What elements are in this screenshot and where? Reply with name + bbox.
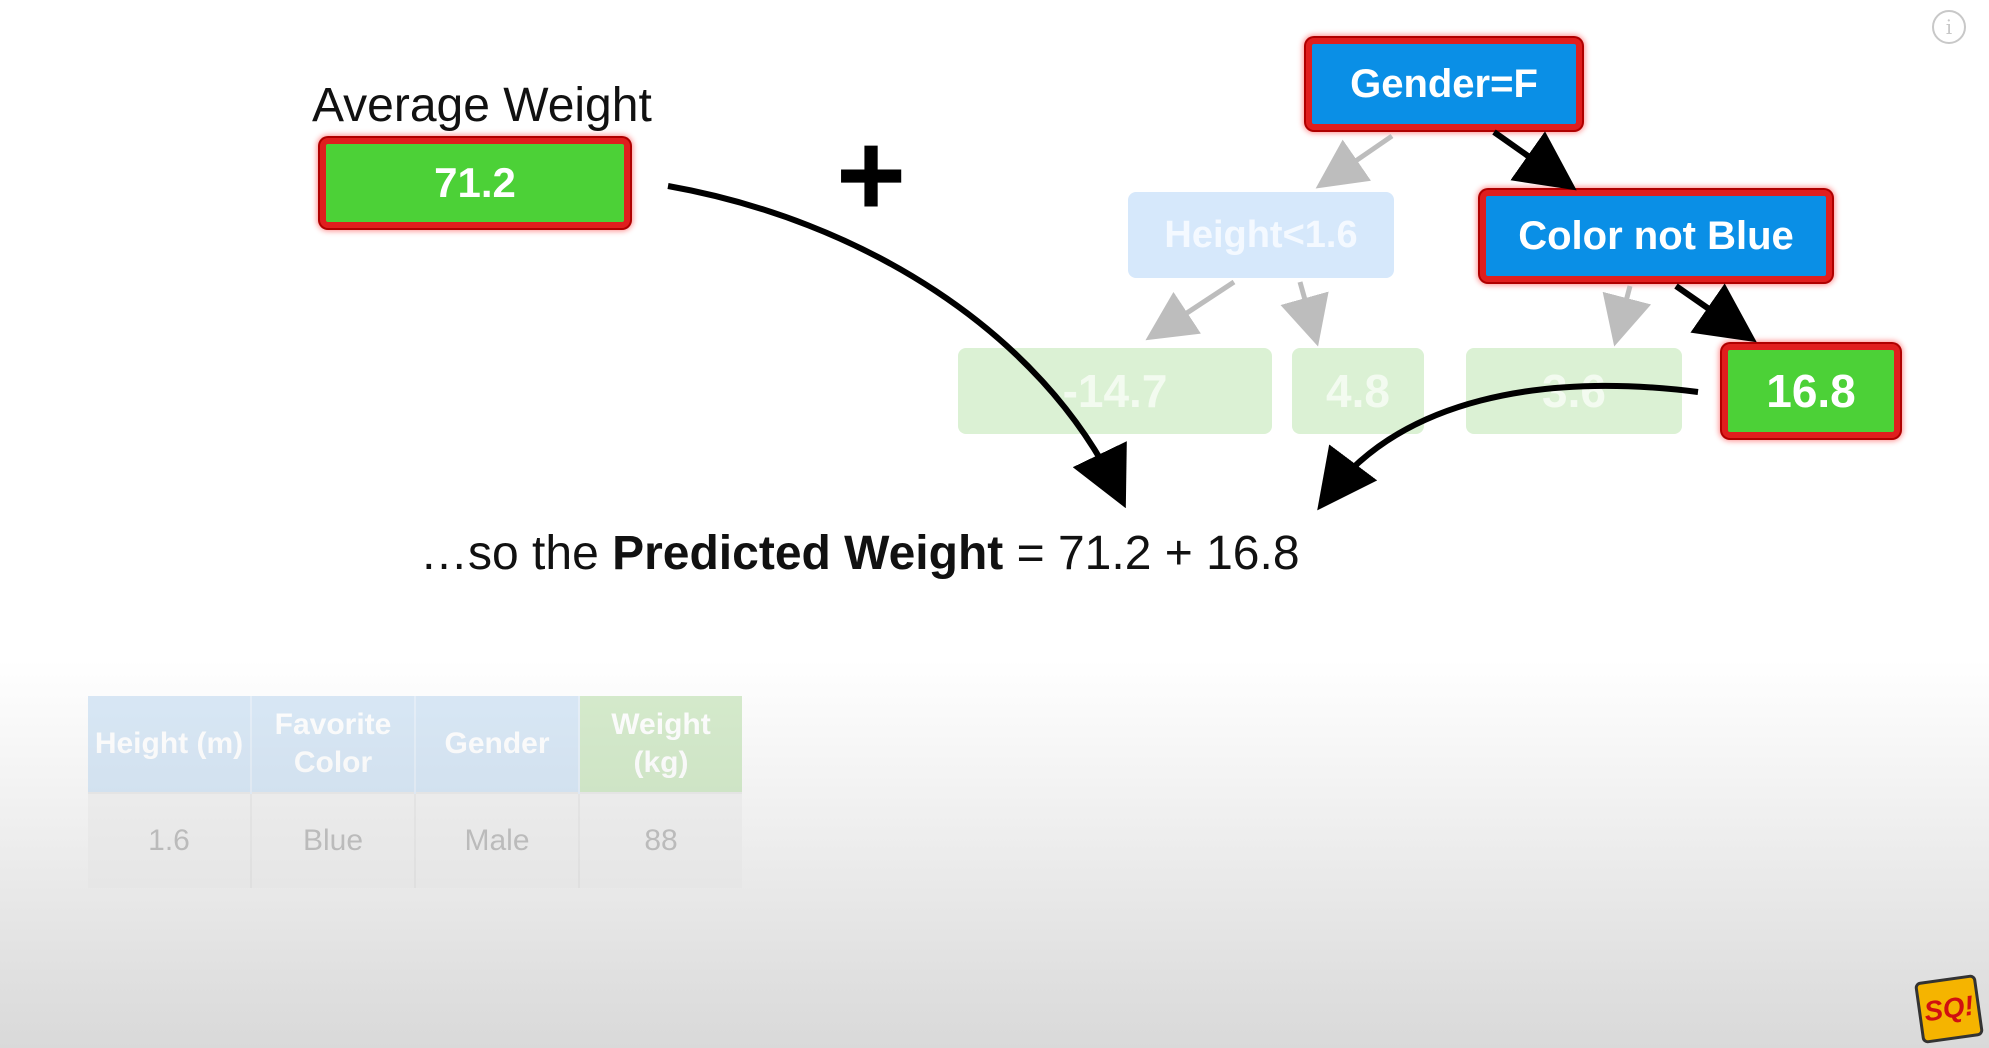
leaf-1-value: -14.7: [1062, 365, 1168, 417]
tree-node-height-split: Height<1.6: [1128, 192, 1394, 278]
header-height: Height (m): [88, 696, 252, 793]
data-table: Height (m) Favorite Color Gender Weight …: [88, 696, 742, 888]
average-weight-label: Average Weight: [312, 79, 652, 132]
cell-weight: 88: [579, 792, 742, 888]
color-split-label: Color not Blue: [1518, 213, 1794, 258]
header-gender: Gender: [415, 696, 580, 793]
header-favorite-color: Favorite Color: [251, 696, 416, 793]
arrow-root-to-color: [1492, 129, 1577, 191]
tree-root-gender: Gender=F: [1306, 38, 1582, 130]
tree-leaf-1: -14.7: [958, 348, 1272, 434]
sentence-prefix: …so the: [420, 527, 613, 580]
tree-leaf-4-highlighted: 16.8: [1722, 344, 1900, 438]
sentence-suffix: = 71.2 + 16.8: [1003, 527, 1300, 580]
tree-node-color-split: Color not Blue: [1480, 190, 1832, 282]
height-split-label: Height<1.6: [1164, 213, 1358, 256]
leaf-2-value: 4.8: [1326, 365, 1390, 417]
logo-text: SQ!: [1922, 989, 1976, 1028]
plus-sign: +: [836, 108, 907, 242]
arrow-height-to-leaf2: [1280, 281, 1329, 347]
tree-leaf-2: 4.8: [1292, 348, 1424, 434]
table-header-row: Height (m) Favorite Color Gender Weight …: [88, 696, 742, 793]
channel-logo: SQ!: [1913, 973, 1985, 1045]
arrow-leaf-to-sentence: [1317, 382, 1699, 511]
leaf-4-value: 16.8: [1766, 365, 1856, 417]
header-weight: Weight (kg): [579, 696, 742, 793]
cell-height: 1.6: [88, 792, 252, 888]
predicted-weight-sentence: …so the Predicted Weight = 71.2 + 16.8: [420, 526, 1300, 581]
root-label: Gender=F: [1350, 61, 1538, 106]
average-weight-box: 71.2: [320, 138, 630, 228]
cell-favorite-color: Blue: [251, 792, 416, 888]
arrow-average-to-sentence: [667, 183, 1127, 509]
average-weight-value: 71.2: [434, 159, 516, 206]
table-row: 1.6 Blue Male 88: [88, 792, 742, 888]
arrow-color-to-leaf3: [1602, 285, 1652, 347]
arrow-height-to-leaf1: [1145, 279, 1236, 341]
cell-gender: Male: [415, 792, 580, 888]
sentence-bold: Predicted Weight: [612, 527, 1004, 580]
info-icon[interactable]: i: [1932, 10, 1966, 44]
arrow-root-to-height: [1315, 133, 1394, 189]
arrow-color-to-leaf4: [1674, 283, 1757, 343]
